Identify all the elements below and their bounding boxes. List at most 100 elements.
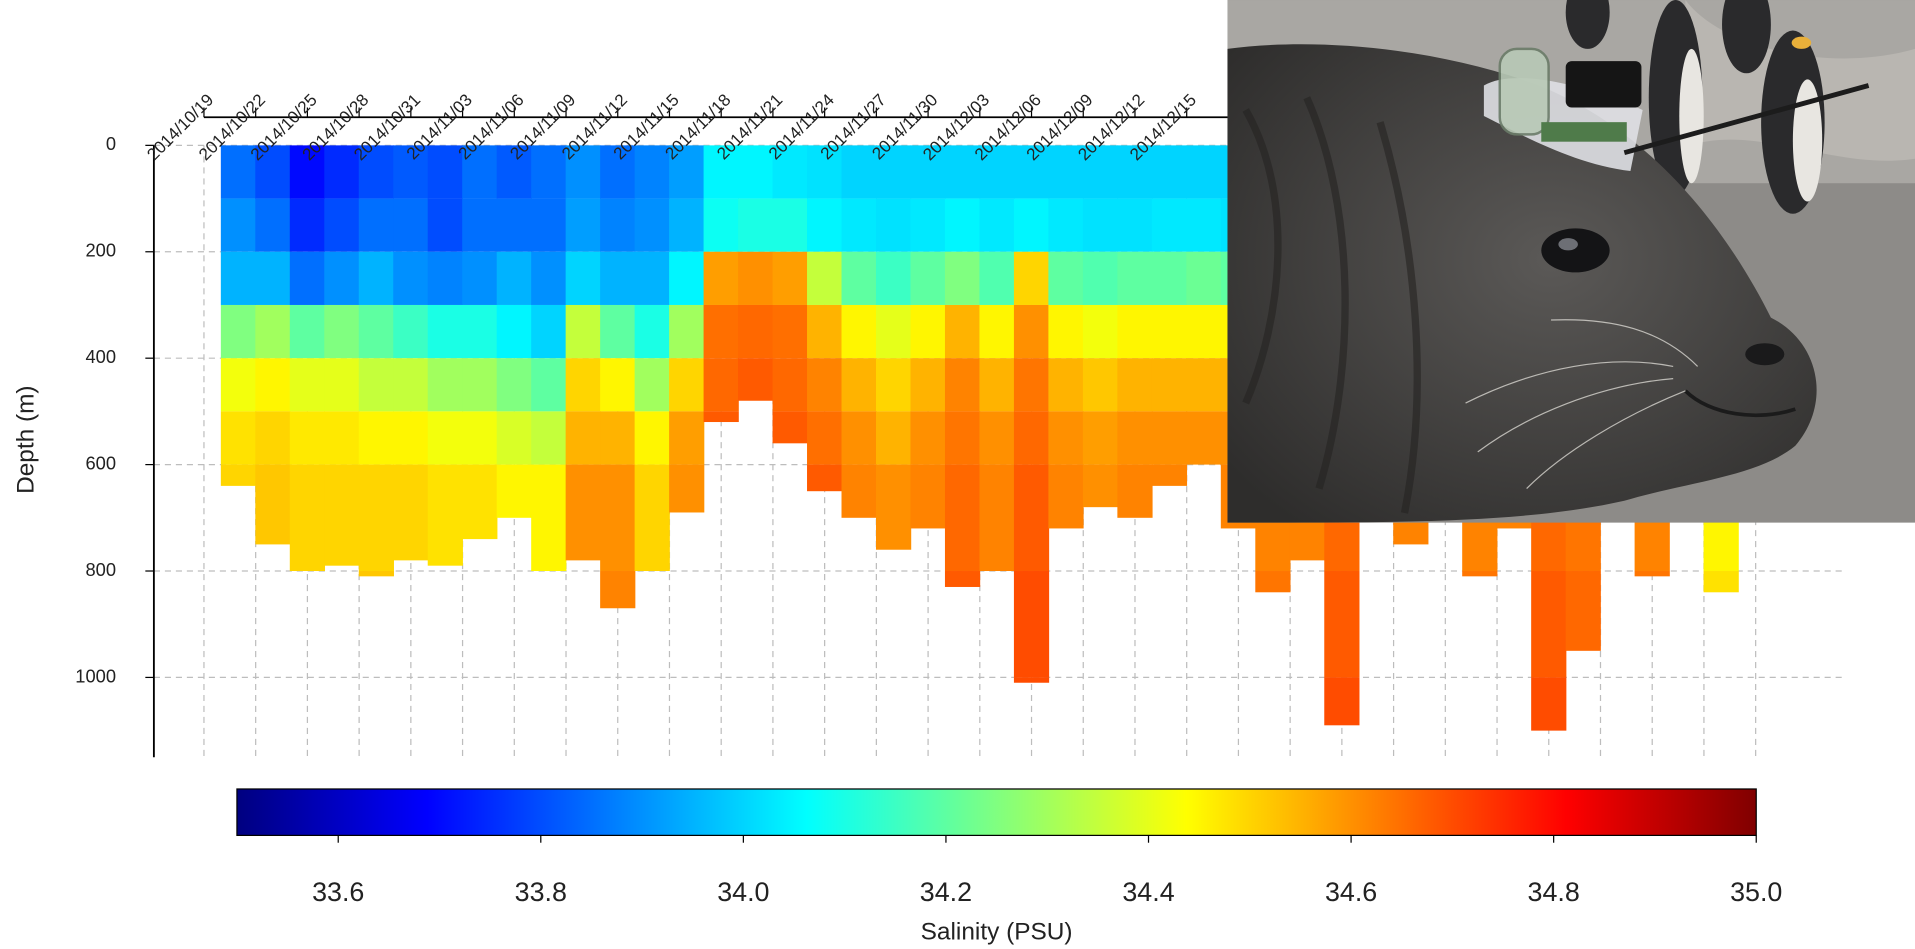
salinity-cell	[358, 251, 394, 305]
salinity-cell	[496, 198, 532, 252]
salinity-cell	[393, 411, 429, 465]
salinity-cell	[634, 251, 670, 305]
salinity-cell	[703, 198, 739, 252]
salinity-cell	[531, 411, 567, 465]
salinity-cell	[772, 251, 808, 305]
salinity-cell	[979, 251, 1015, 305]
salinity-cell	[600, 571, 636, 609]
data-layer	[220, 145, 1739, 731]
salinity-cell	[1082, 464, 1119, 508]
salinity-cell	[772, 198, 808, 252]
salinity-cell	[600, 464, 636, 572]
salinity-cell	[669, 251, 705, 305]
salinity-cell	[703, 145, 739, 199]
salinity-cell	[289, 464, 326, 572]
salinity-cell	[944, 411, 981, 465]
salinity-cell	[324, 464, 360, 566]
salinity-cell	[1117, 411, 1153, 465]
salinity-cell	[427, 304, 463, 359]
salinity-cell	[703, 304, 739, 359]
salinity-cell	[738, 198, 774, 252]
salinity-cell	[1462, 571, 1498, 577]
salinity-cell	[255, 358, 291, 412]
salinity-cell	[669, 145, 705, 199]
salinity-cell	[1531, 677, 1567, 731]
salinity-cell	[807, 198, 843, 252]
salinity-cell	[289, 145, 326, 199]
salinity-cell	[807, 251, 843, 305]
salinity-cell	[324, 411, 360, 465]
salinity-cell	[324, 304, 360, 359]
salinity-cell	[600, 198, 636, 252]
salinity-cell	[1082, 251, 1119, 305]
salinity-cell	[220, 464, 257, 486]
salinity-cell	[1151, 304, 1188, 359]
salinity-cell	[220, 411, 257, 465]
salinity-cell	[462, 251, 498, 305]
salinity-cell	[531, 304, 567, 359]
salinity-cell	[531, 198, 567, 252]
salinity-cell	[1151, 198, 1188, 252]
salinity-cell	[1151, 411, 1188, 465]
salinity-cell	[496, 358, 532, 412]
salinity-cell	[358, 145, 394, 199]
salinity-cell	[600, 304, 636, 359]
salinity-cell	[772, 411, 808, 444]
salinity-cell	[565, 198, 601, 252]
salinity-cell	[393, 145, 429, 199]
salinity-cell	[910, 304, 946, 359]
salinity-cell	[427, 358, 463, 412]
salinity-cell	[634, 411, 670, 465]
salinity-cell	[979, 358, 1015, 412]
salinity-cell	[944, 464, 981, 572]
salinity-cell	[944, 198, 981, 252]
salinity-cell	[1186, 198, 1222, 252]
salinity-cell	[979, 145, 1015, 199]
salinity-cell	[255, 464, 291, 545]
salinity-cell	[393, 304, 429, 359]
salinity-cell	[496, 304, 532, 359]
salinity-cell	[910, 251, 946, 305]
salinity-cell	[1151, 358, 1188, 412]
salinity-cell	[1013, 571, 1050, 678]
salinity-cell	[358, 304, 394, 359]
salinity-cell	[910, 464, 946, 529]
salinity-cell	[1013, 304, 1050, 359]
salinity-cell	[427, 464, 463, 566]
colorbar-tick-label: 33.6	[312, 877, 364, 907]
salinity-cell	[600, 251, 636, 305]
y-axis-label: Depth (m)	[12, 385, 39, 494]
salinity-cell	[1082, 411, 1119, 465]
salinity-cell	[1531, 571, 1567, 678]
salinity-cell	[600, 358, 636, 412]
salinity-cell	[1013, 358, 1050, 412]
salinity-cell	[531, 145, 567, 199]
salinity-cell	[669, 411, 705, 465]
y-tick-label: 0	[106, 133, 116, 154]
salinity-cell	[634, 145, 670, 199]
salinity-cell	[1151, 464, 1188, 486]
salinity-cell	[841, 464, 877, 518]
salinity-cell	[703, 358, 739, 412]
salinity-cell	[944, 358, 981, 412]
salinity-cell	[358, 571, 394, 577]
salinity-cell	[393, 198, 429, 252]
salinity-cell	[703, 251, 739, 305]
y-tick-label: 400	[85, 346, 116, 367]
salinity-cell	[841, 411, 877, 465]
salinity-cell	[772, 358, 808, 412]
salinity-cell	[358, 198, 394, 252]
salinity-cell	[531, 358, 567, 412]
salinity-cell	[462, 358, 498, 412]
salinity-cell	[910, 411, 946, 465]
salinity-cell	[462, 304, 498, 359]
salinity-cell	[910, 198, 946, 252]
salinity-cell	[427, 145, 463, 199]
salinity-cell	[875, 304, 912, 359]
salinity-cell	[944, 145, 981, 199]
salinity-cell	[600, 145, 636, 199]
colorbar-tick-label: 34.8	[1528, 877, 1580, 907]
salinity-cell	[875, 145, 912, 199]
salinity-cell	[220, 145, 257, 199]
salinity-cell	[600, 411, 636, 465]
